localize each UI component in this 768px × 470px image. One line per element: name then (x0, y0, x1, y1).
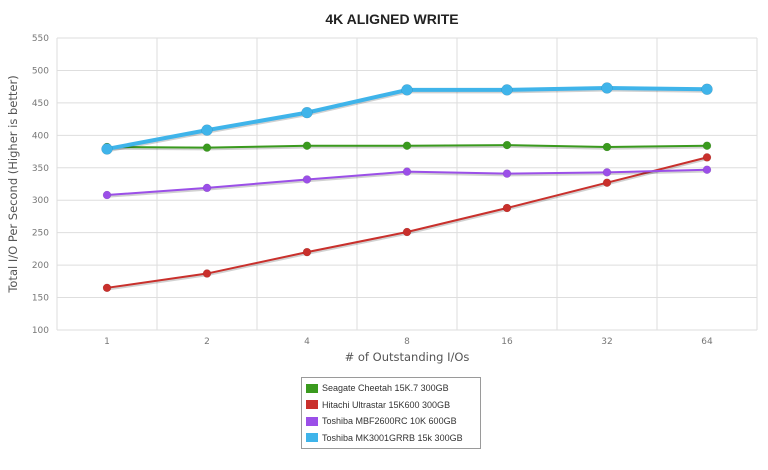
y-tick-label: 300 (32, 196, 49, 206)
data-point (501, 84, 513, 96)
x-tick-labels: 1 2 4 8 16 32 64 (104, 337, 713, 347)
data-point (602, 178, 612, 187)
data-point (402, 141, 412, 150)
series-3 (102, 165, 712, 200)
data-point (202, 143, 212, 152)
legend-item: Toshiba MK3001GRRB 15k 300GB (306, 430, 476, 447)
x-axis-label: # of Outstanding I/Os (345, 350, 470, 364)
y-tick-label: 100 (32, 326, 49, 336)
legend-item: Seagate Cheetah 15K.7 300GB (306, 380, 476, 397)
legend: Seagate Cheetah 15K.7 300GB Hitachi Ultra… (301, 377, 481, 449)
data-point (302, 141, 312, 150)
data-point (602, 142, 612, 152)
data-point (602, 168, 612, 177)
y-tick-label: 550 (32, 34, 49, 44)
y-tick-label: 150 (32, 294, 49, 304)
data-point (502, 203, 512, 213)
y-tick-label: 200 (32, 261, 49, 271)
legend-label: Toshiba MK3001GRRB 15k 300GB (322, 432, 463, 443)
data-point (201, 124, 213, 136)
legend-label: Toshiba MBF2600RC 10K 600GB (322, 416, 457, 427)
y-tick-label: 450 (32, 99, 49, 109)
series-2 (102, 153, 712, 293)
y-tick-label: 500 (32, 66, 49, 76)
grid (56, 37, 758, 331)
data-point (302, 175, 312, 184)
x-tick-label: 8 (404, 337, 410, 347)
legend-label: Hitachi Ultrastar 15K600 300GB (322, 399, 451, 410)
data-point (302, 247, 312, 257)
data-point (402, 167, 412, 176)
series-line (106, 85, 708, 151)
x-tick-label: 4 (304, 337, 310, 347)
data-point (102, 190, 112, 200)
y-tick-label: 400 (32, 131, 49, 141)
x-tick-label: 2 (204, 337, 210, 347)
data-point (402, 227, 412, 237)
data-point (702, 165, 712, 174)
legend-item: Hitachi Ultrastar 15K600 300GB (306, 397, 476, 414)
series-line (106, 156, 708, 289)
series-group (101, 82, 713, 293)
series-4 (101, 82, 713, 155)
data-point (202, 183, 212, 193)
data-point (702, 141, 712, 150)
data-point (101, 143, 113, 155)
y-tick-labels: 100 150 200 250 300 350 400 450 500 550 (32, 34, 49, 336)
series-line-shadow (106, 157, 708, 291)
data-point (701, 83, 713, 96)
y-tick-label: 250 (32, 229, 49, 239)
series-line-shadow (106, 87, 708, 153)
legend-item: Toshiba MBF2600RC 10K 600GB (306, 413, 476, 430)
data-point (301, 106, 313, 119)
series-1 (102, 140, 712, 152)
data-point (401, 84, 413, 96)
legend-swatch (306, 383, 318, 393)
y-tick-label: 350 (32, 164, 49, 174)
data-point (601, 82, 613, 94)
x-tick-label: 32 (601, 337, 612, 347)
x-tick-label: 16 (501, 337, 513, 347)
data-point (702, 153, 712, 162)
data-point (502, 140, 512, 150)
legend-swatch (306, 400, 318, 410)
data-point (102, 283, 112, 293)
data-point (502, 169, 512, 178)
legend-swatch (306, 416, 318, 426)
y-axis-label: Total I/O Per Second (Higher is better) (6, 75, 20, 293)
legend-swatch (306, 433, 318, 443)
x-tick-label: 1 (104, 337, 110, 347)
chart-title: 4K ALIGNED WRITE (325, 11, 458, 27)
data-point (202, 269, 212, 278)
legend-label: Seagate Cheetah 15K.7 300GB (322, 383, 449, 394)
x-tick-label: 64 (701, 337, 713, 347)
